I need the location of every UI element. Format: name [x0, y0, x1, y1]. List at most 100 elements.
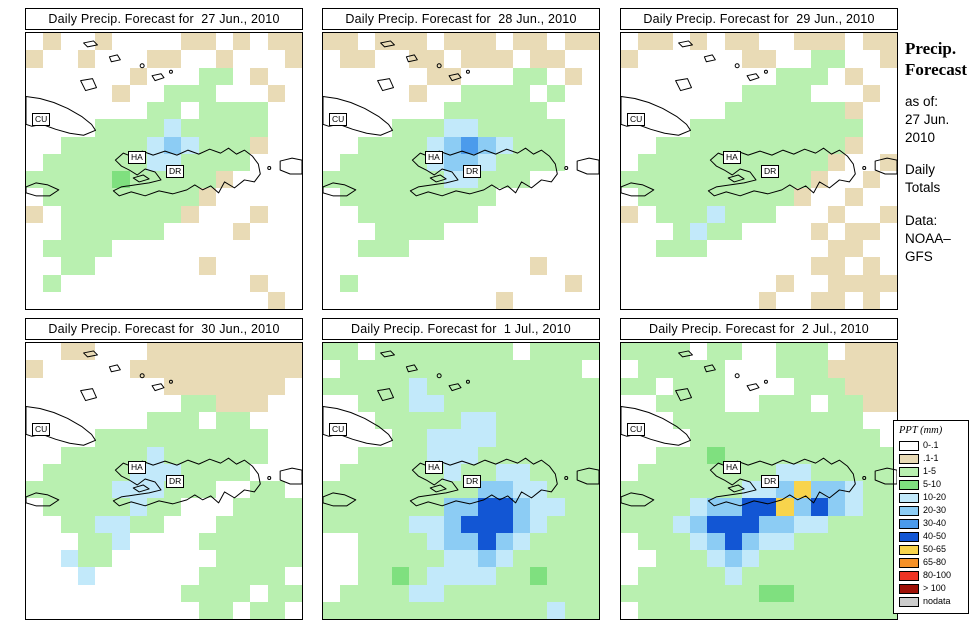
precip-cell [250, 446, 268, 464]
precip-cell [374, 240, 392, 258]
precip-cell [323, 343, 341, 361]
precip-cell [724, 429, 742, 447]
forecast-panel: Daily Precip. Forecast for 27 Jun., 2010… [25, 8, 303, 310]
precip-map: CU HA DR [620, 342, 898, 620]
precip-cell [181, 377, 199, 395]
precip-cell [741, 240, 759, 258]
precip-cell [862, 153, 880, 171]
precip-cell [547, 412, 565, 430]
precip-cell [495, 601, 513, 619]
precip-cell [478, 222, 496, 240]
precip-cell [340, 463, 358, 481]
precip-cell [323, 274, 341, 292]
precip-cell [530, 394, 548, 412]
precip-cell [95, 481, 113, 499]
precip-cell [443, 188, 461, 206]
precip-cell [724, 601, 742, 619]
precip-cell [340, 567, 358, 585]
sidebar: Precip. Forecast as of: 27 Jun. 2010 Dai… [905, 38, 975, 266]
precip-cell [26, 188, 44, 206]
precip-cell [621, 33, 639, 51]
precip-cell [284, 498, 302, 516]
precip-cell [198, 377, 216, 395]
precip-cell [357, 205, 375, 223]
precip-cell [512, 222, 530, 240]
precip-cell [26, 171, 44, 189]
precip-cell [215, 291, 233, 309]
precip-cell [547, 567, 565, 585]
precip-cell [621, 601, 639, 619]
precip-cell [323, 188, 341, 206]
precip-cell [26, 153, 44, 171]
precip-cell [340, 360, 358, 378]
precip-cell [26, 360, 44, 378]
precip-cell [215, 67, 233, 85]
precip-cell [26, 463, 44, 481]
precip-cell [77, 102, 95, 120]
precip-cell [530, 188, 548, 206]
precip-grid [323, 33, 599, 309]
precip-cell [340, 67, 358, 85]
precip-cell [845, 84, 863, 102]
precip-cell [672, 84, 690, 102]
precip-cell [547, 532, 565, 550]
precip-cell [879, 412, 897, 430]
precip-cell [759, 394, 777, 412]
precip-cell [707, 446, 725, 464]
precip-cell [250, 515, 268, 533]
precip-cell [267, 360, 285, 378]
legend-item: 1-5 [899, 465, 963, 478]
precip-cell [530, 291, 548, 309]
precip-cell [443, 515, 461, 533]
precip-cell [340, 274, 358, 292]
precip-cell [392, 67, 410, 85]
precip-cell [95, 412, 113, 430]
precip-cell [828, 498, 846, 516]
precip-cell [672, 377, 690, 395]
precip-cell [198, 550, 216, 568]
precip-cell [340, 240, 358, 258]
precip-cell [409, 257, 427, 275]
precip-cell [392, 33, 410, 51]
precip-cell [793, 360, 811, 378]
precip-cell [164, 188, 182, 206]
precip-cell [409, 188, 427, 206]
precip-cell [793, 343, 811, 361]
precip-cell [95, 291, 113, 309]
precip-cell [621, 550, 639, 568]
precip-cell [181, 567, 199, 585]
precip-cell [443, 205, 461, 223]
precip-cell [60, 205, 78, 223]
precip-cell [409, 360, 427, 378]
precip-cell [810, 429, 828, 447]
precip-cell [828, 584, 846, 602]
precip-cell [495, 498, 513, 516]
precip-cell [707, 394, 725, 412]
forecast-panel: Daily Precip. Forecast for 2 Jul., 2010 … [620, 318, 898, 620]
precip-cell [581, 84, 599, 102]
precip-cell [478, 119, 496, 137]
precip-cell [250, 601, 268, 619]
precip-cell [233, 102, 251, 120]
precip-cell [357, 601, 375, 619]
precip-cell [357, 481, 375, 499]
precip-cell [461, 50, 479, 68]
precip-cell [267, 102, 285, 120]
precip-cell [77, 171, 95, 189]
precip-cell [655, 429, 673, 447]
precip-cell [357, 102, 375, 120]
precip-cell [284, 205, 302, 223]
precip-cell [198, 205, 216, 223]
precip-cell [530, 33, 548, 51]
precip-cell [862, 463, 880, 481]
precip-cell [392, 153, 410, 171]
precip-cell [146, 412, 164, 430]
precip-cell [60, 171, 78, 189]
precip-cell [357, 33, 375, 51]
precip-cell [181, 584, 199, 602]
precip-cell [581, 291, 599, 309]
precip-cell [409, 33, 427, 51]
precip-cell [672, 274, 690, 292]
precip-cell [793, 567, 811, 585]
precip-cell [267, 205, 285, 223]
